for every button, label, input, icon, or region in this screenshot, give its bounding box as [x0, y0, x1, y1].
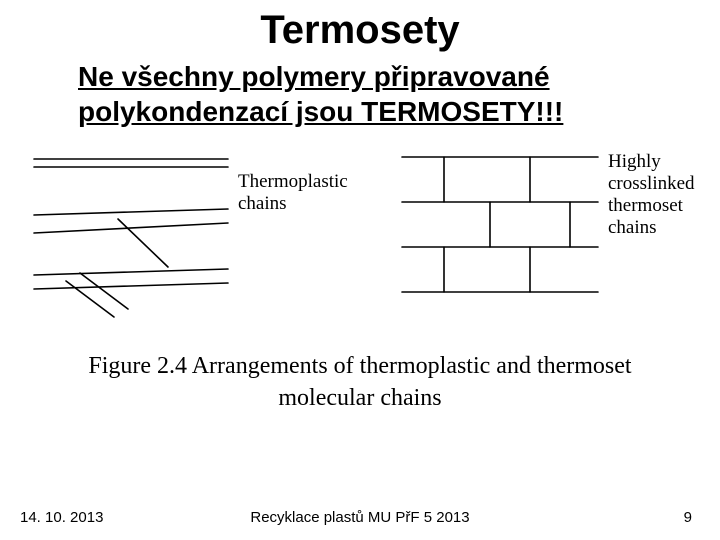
page-title: Termosety — [0, 0, 720, 53]
label-thermoset-l1: Highly — [608, 151, 661, 172]
footer-page: 9 — [684, 509, 692, 526]
title-text: Termosety — [260, 8, 459, 52]
label-thermoset-l2: crosslinked — [608, 173, 695, 194]
label-thermoplastic: Thermoplastic chains — [238, 171, 348, 215]
subtitle-line2: polykondenzací jsou TERMOSETY!!! — [78, 96, 563, 127]
diagram-area: Thermoplastic chains Highly crosslinked … — [0, 147, 720, 332]
label-thermoset-l3: thermoset — [608, 195, 683, 216]
caption-line2: molecular chains — [278, 385, 441, 411]
label-thermoplastic-l2: chains — [238, 193, 287, 214]
subtitle: Ne všechny polymery připravované polykon… — [0, 59, 720, 129]
label-thermoset: Highly crosslinked thermoset chains — [608, 151, 695, 239]
label-thermoplastic-l1: Thermoplastic — [238, 171, 348, 192]
caption-line1: Figure 2.4 Arrangements of thermoplastic… — [88, 353, 631, 379]
figure-caption: Figure 2.4 Arrangements of thermoplastic… — [0, 350, 720, 415]
footer-center: Recyklace plastů MU PřF 5 2013 — [0, 509, 720, 526]
subtitle-line1: Ne všechny polymery připravované — [78, 61, 550, 92]
label-thermoset-l4: chains — [608, 217, 657, 238]
